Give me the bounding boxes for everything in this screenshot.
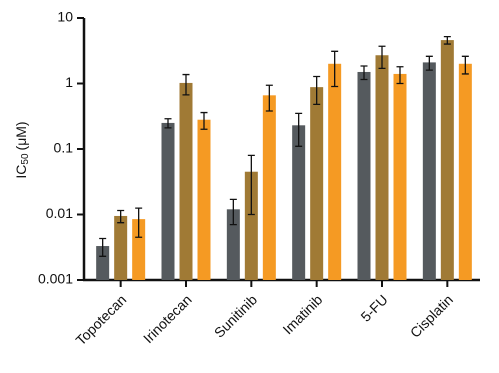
y-tick-label: 1 xyxy=(65,74,73,90)
error-bar xyxy=(265,84,273,112)
error-bar xyxy=(135,207,143,238)
x-tick-label: Topotecan xyxy=(72,291,129,348)
bar xyxy=(310,87,324,280)
y-tick-label: 10 xyxy=(57,9,73,25)
error-bar xyxy=(378,45,386,70)
bar xyxy=(161,122,175,280)
error-bar xyxy=(182,73,190,96)
x-tick-label: Sunitinib xyxy=(211,291,260,340)
bar xyxy=(357,71,371,280)
x-tick-label: Cisplatin xyxy=(407,291,456,340)
y-tick-label: 0.1 xyxy=(54,140,74,156)
error-bar xyxy=(164,118,172,129)
error-bar xyxy=(200,111,208,130)
bar xyxy=(262,95,276,280)
error-bar xyxy=(229,198,237,226)
bar xyxy=(179,82,193,280)
error-bar xyxy=(247,154,255,216)
y-label-unit: (μM) xyxy=(13,121,29,150)
error-bar xyxy=(461,55,469,75)
bar xyxy=(393,73,407,280)
bar xyxy=(96,246,110,280)
error-bar xyxy=(295,112,303,147)
bar xyxy=(132,219,146,280)
y-label-main: IC xyxy=(13,165,29,179)
bar xyxy=(328,63,342,281)
error-bar xyxy=(99,237,107,257)
x-tick-label: Irinotecan xyxy=(140,291,195,346)
x-tick-label: Imatinib xyxy=(279,291,325,337)
bar xyxy=(440,40,454,281)
error-bar xyxy=(443,35,451,45)
error-bar xyxy=(331,50,339,88)
y-label-sub: 50 xyxy=(20,153,31,165)
x-tick-label: 5-FU xyxy=(357,291,390,324)
bar xyxy=(375,55,389,281)
error-bar xyxy=(425,55,433,71)
y-axis-label: IC50 (μM) xyxy=(13,121,31,178)
bar xyxy=(422,62,436,280)
y-tick-label: 0.01 xyxy=(46,205,73,221)
bar xyxy=(114,215,128,280)
error-bar xyxy=(313,75,321,106)
error-bar xyxy=(396,66,404,85)
y-tick-label: 0.001 xyxy=(38,271,73,287)
bar xyxy=(292,125,306,280)
error-bar xyxy=(117,209,125,224)
error-bar xyxy=(360,65,368,81)
bar xyxy=(458,63,472,281)
bar xyxy=(226,209,240,280)
bar xyxy=(244,171,258,280)
bar xyxy=(197,119,211,280)
